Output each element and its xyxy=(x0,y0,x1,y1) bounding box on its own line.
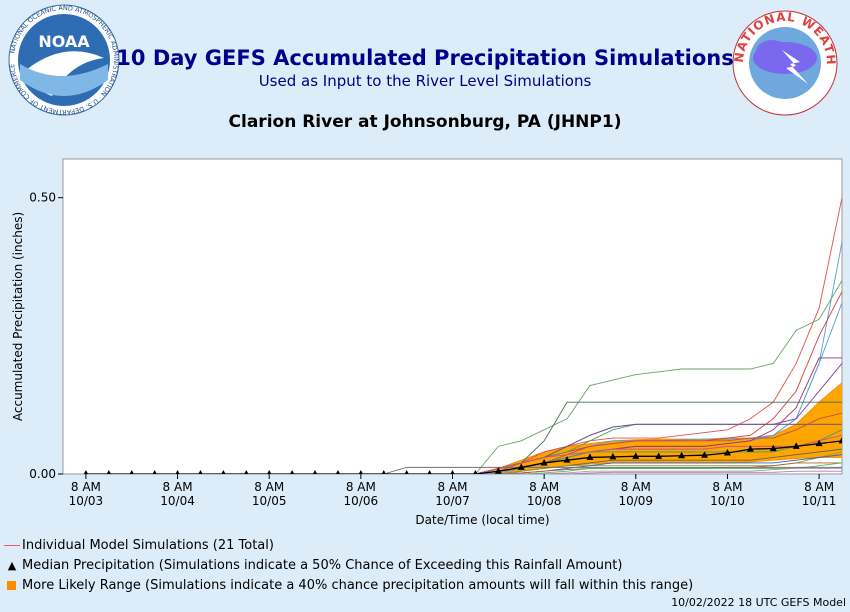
legend-median-swatch: ▲ xyxy=(7,559,17,572)
plot-content xyxy=(83,197,842,474)
median-marker-2 xyxy=(129,470,134,474)
median-marker-5 xyxy=(198,470,203,474)
model-simulation-21 xyxy=(85,466,842,474)
median-marker-27 xyxy=(701,451,709,458)
median-marker-31 xyxy=(792,442,800,449)
legend-median: ▲ Median Precipitation (Simulations indic… xyxy=(4,558,623,573)
likely-range-band xyxy=(85,382,842,474)
x-tick-label-4: 8 AM xyxy=(437,480,467,494)
model-simulation-20 xyxy=(85,470,842,474)
median-marker-0 xyxy=(83,470,89,474)
legend-range: More Likely Range (Simulations indicate … xyxy=(4,578,693,593)
median-marker-29 xyxy=(746,445,754,452)
chart-title: 10 Day GEFS Accumulated Precipitation Si… xyxy=(116,46,734,70)
x-tick-date-6: 10/09 xyxy=(618,494,653,508)
x-axis-title: Date/Time (local time) xyxy=(415,513,549,527)
legend-median-label: Median Precipitation (Simulations indica… xyxy=(22,558,623,573)
x-tick-label-8: 8 AM xyxy=(804,480,834,494)
nws-cloud-puff-icon xyxy=(756,40,788,64)
model-simulation-18 xyxy=(85,462,842,474)
x-tick-label-5: 8 AM xyxy=(529,480,559,494)
model-simulation-13 xyxy=(85,434,842,474)
chart-subtitle: Used as Input to the River Level Simulat… xyxy=(258,72,592,90)
model-simulation-15 xyxy=(85,451,842,474)
median-marker-22 xyxy=(586,453,594,460)
median-marker-8 xyxy=(267,470,272,474)
median-marker-7 xyxy=(244,470,249,474)
median-marker-19 xyxy=(517,463,525,470)
median-marker-12 xyxy=(358,470,364,474)
x-tick-label-2: 8 AM xyxy=(254,480,284,494)
median-marker-10 xyxy=(312,470,318,474)
median-marker-16 xyxy=(450,470,455,474)
median-marker-14 xyxy=(404,470,409,474)
y-tick-label-1: 0.50 xyxy=(29,191,56,205)
legend-individual-label: Individual Model Simulations (21 Total) xyxy=(22,538,274,553)
median-marker-15 xyxy=(427,470,432,474)
model-simulation-1 xyxy=(85,197,842,474)
median-marker-18 xyxy=(494,467,502,474)
x-tick-date-7: 10/10 xyxy=(710,494,745,508)
station-name: Clarion River at Johnsonburg, PA (JHNP1) xyxy=(228,112,622,132)
x-tick-date-3: 10/06 xyxy=(344,494,379,508)
x-tick-date-8: 10/11 xyxy=(802,494,837,508)
y-axis-title: Accumulated Precipitation (inches) xyxy=(11,212,25,421)
model-simulation-3 xyxy=(85,280,842,474)
legend-range-label: More Likely Range (Simulations indicate … xyxy=(22,578,694,593)
x-tick-label-0: 8 AM xyxy=(71,480,101,494)
legend-individual: Individual Model Simulations (21 Total) xyxy=(4,538,274,553)
median-marker-23 xyxy=(609,452,617,460)
median-marker-4 xyxy=(175,470,180,474)
legend-range-swatch xyxy=(7,581,16,590)
legend-individual-swatch xyxy=(4,545,20,546)
model-run-footer: 10/02/2022 18 UTC GEFS Model xyxy=(671,596,846,609)
plot-area xyxy=(62,158,843,475)
model-simulation-8 xyxy=(85,401,842,474)
x-tick-date-0: 10/03 xyxy=(69,494,104,508)
median-marker-25 xyxy=(655,452,663,459)
median-marker-30 xyxy=(769,444,777,452)
x-tick-label-7: 8 AM xyxy=(712,480,742,494)
noaa-logo-text: NOAA xyxy=(38,32,90,51)
x-tick-label-6: 8 AM xyxy=(621,480,651,494)
noaa-wave-icon xyxy=(20,64,108,96)
median-marker-28 xyxy=(723,449,731,456)
median-marker-17 xyxy=(473,470,478,474)
median-marker-6 xyxy=(221,470,226,474)
x-tick-label-3: 8 AM xyxy=(346,480,376,494)
median-marker-33 xyxy=(838,436,842,444)
median-marker-3 xyxy=(152,470,157,474)
y-tick-label-0: 0.00 xyxy=(29,467,56,481)
median-marker-11 xyxy=(335,470,341,474)
median-marker-13 xyxy=(381,470,386,474)
x-tick-label-1: 8 AM xyxy=(163,480,193,494)
median-marker-20 xyxy=(540,458,548,466)
model-simulation-17 xyxy=(85,462,842,474)
median-line xyxy=(85,440,842,474)
median-marker-24 xyxy=(632,452,640,459)
median-marker-1 xyxy=(106,470,111,474)
x-tick-date-2: 10/05 xyxy=(252,494,287,508)
median-marker-21 xyxy=(563,456,571,463)
model-simulation-19 xyxy=(85,468,842,474)
x-tick-date-5: 10/08 xyxy=(527,494,562,508)
median-marker-26 xyxy=(678,451,686,459)
x-tick-date-1: 10/04 xyxy=(160,494,195,508)
x-tick-date-4: 10/07 xyxy=(435,494,470,508)
median-marker-32 xyxy=(815,439,823,447)
median-marker-9 xyxy=(289,470,295,474)
